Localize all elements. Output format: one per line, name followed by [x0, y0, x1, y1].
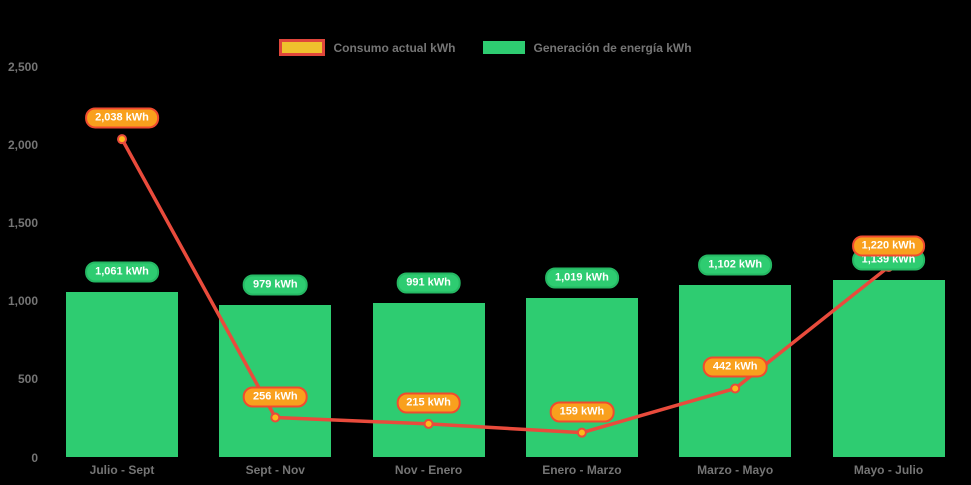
- x-axis-label: Sept - Nov: [245, 463, 305, 477]
- x-axis-label: Marzo - Mayo: [697, 463, 774, 477]
- line-value-label: 2,038 kWh: [85, 107, 159, 129]
- bar-value-label: 1,102 kWh: [698, 254, 773, 276]
- line-value-label: 1,220 kWh: [851, 235, 926, 257]
- legend-label-consumo: Consumo actual kWh: [333, 40, 456, 55]
- consumo-line-point[interactable]: [576, 427, 587, 438]
- bar-generacion[interactable]: [66, 291, 178, 458]
- consumo-line-point[interactable]: [423, 418, 434, 429]
- line-value-label: 442 kWh: [702, 356, 768, 378]
- legend-item-generacion[interactable]: Generación de energía kWh: [483, 40, 692, 55]
- x-axis-label: Mayo - Julio: [853, 463, 924, 477]
- bar-generacion[interactable]: [219, 304, 332, 458]
- consumo-line-point[interactable]: [270, 412, 281, 423]
- consumo-line-point[interactable]: [730, 383, 741, 394]
- legend-label-generacion: Generación de energía kWh: [533, 40, 692, 55]
- generacion-swatch-icon: [483, 41, 526, 54]
- y-axis-tick-label: 1,000: [7, 294, 38, 309]
- bar-value-label: 991 kWh: [396, 272, 461, 294]
- bar-value-label: 979 kWh: [242, 274, 308, 296]
- y-axis-tick-label: 2,500: [7, 60, 38, 74]
- line-value-label: 215 kWh: [396, 392, 461, 414]
- x-axis-label: Nov - Enero: [394, 463, 463, 477]
- bar-generacion[interactable]: [832, 279, 945, 458]
- x-axis-label: Enero - Marzo: [542, 463, 622, 477]
- x-axis-label: Julio - Sept: [89, 463, 155, 477]
- line-value-label: 159 kWh: [549, 401, 615, 423]
- y-axis-tick-label: 2,000: [7, 138, 38, 153]
- legend-item-consumo[interactable]: Consumo actual kWh: [279, 39, 455, 56]
- line-value-label: 256 kWh: [242, 386, 308, 407]
- bar-value-label: 1,061 kWh: [85, 261, 159, 283]
- bar-generacion[interactable]: [372, 302, 485, 458]
- bar-value-label: 1,019 kWh: [544, 267, 619, 289]
- y-axis-tick-label: 0: [31, 450, 38, 465]
- y-axis-tick-label: 500: [17, 372, 38, 387]
- consumo-line-point[interactable]: [117, 134, 127, 145]
- consumo-swatch-icon: [279, 39, 326, 56]
- chart-legend: Consumo actual kWh Generación de energía…: [0, 39, 971, 56]
- y-axis-tick-label: 1,500: [7, 216, 38, 231]
